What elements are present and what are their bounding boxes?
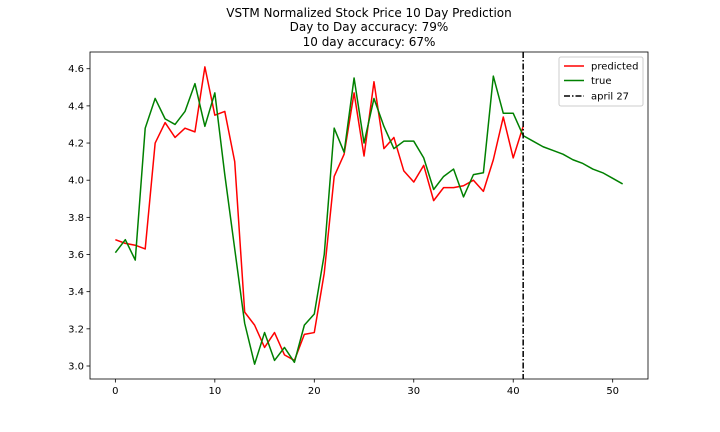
legend-label-april-27: april 27 — [591, 92, 629, 103]
y-tick-label: 4.2 — [68, 139, 84, 150]
legend-label-true: true — [591, 76, 612, 87]
legend-label-predicted: predicted — [591, 62, 638, 73]
title-line-2: Day to Day accuracy: 79% — [290, 20, 449, 34]
y-tick-label: 3.0 — [68, 361, 84, 372]
legend-box — [558, 56, 644, 107]
x-tick-label: 10 — [208, 386, 221, 397]
y-tick-label: 4.6 — [68, 64, 84, 75]
title-line-3: 10 day accuracy: 67% — [303, 35, 436, 49]
chart-title: VSTM Normalized Stock Price 10 Day Predi… — [226, 6, 512, 49]
series-line-predicted — [115, 66, 524, 362]
y-tick-label: 3.4 — [68, 287, 84, 298]
legend: predicted true april 27 — [558, 56, 644, 107]
y-tick-label: 4.4 — [68, 101, 84, 112]
y-tick-label: 3.2 — [68, 324, 84, 335]
title-line-1: VSTM Normalized Stock Price 10 Day Predi… — [226, 6, 512, 20]
x-tick-label: 20 — [308, 386, 321, 397]
y-tick-label: 3.6 — [68, 250, 84, 261]
axes: 0 10 20 30 40 50 3.0 3.2 3.4 3.6 3.8 4.0 4.2 4.4 4.6 — [68, 51, 649, 397]
x-tick-label: 50 — [606, 386, 619, 397]
plot-area — [114, 52, 624, 379]
series-line-true — [114, 75, 624, 365]
axes-frame — [89, 51, 649, 380]
x-tick-label: 40 — [507, 386, 520, 397]
x-tick-label: 0 — [112, 386, 118, 397]
x-tick-label: 30 — [407, 386, 420, 397]
y-tick-label: 4.0 — [68, 176, 84, 187]
y-tick-label: 3.8 — [68, 213, 84, 224]
